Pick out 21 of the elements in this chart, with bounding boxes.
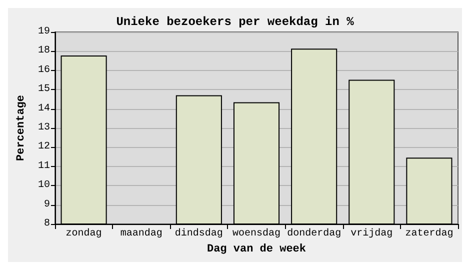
x-axis-title: Dag van de week	[206, 243, 306, 256]
x-tick-label: maandag	[120, 228, 162, 240]
y-tick-label: 19	[38, 26, 50, 38]
x-tick-label: woensdag	[232, 228, 281, 240]
y-axis-title: Percentage	[16, 94, 28, 162]
y-tick-label: 18	[38, 46, 50, 57]
y-tick-label: 13	[38, 122, 50, 134]
y-tick-label: 15	[38, 84, 50, 96]
x-tick-label: donderdag	[287, 228, 342, 240]
y-tick-label: 12	[38, 142, 50, 153]
y-tick-label: 9	[44, 199, 50, 210]
y-tick-label: 10	[38, 180, 50, 192]
y-tick-label: 14	[38, 103, 50, 114]
x-tick-label: zondag	[66, 228, 102, 240]
x-tick-label: dindsdag	[174, 228, 223, 240]
x-tick-label: vrijdag	[350, 228, 393, 240]
y-tick-label: 8	[44, 218, 50, 230]
x-tick-label: zaterdag	[405, 228, 454, 240]
chart-title: Unieke bezoekers per weekdag in %	[116, 15, 355, 29]
y-tick-label: 11	[38, 160, 50, 172]
y-tick-label: 16	[38, 64, 50, 76]
